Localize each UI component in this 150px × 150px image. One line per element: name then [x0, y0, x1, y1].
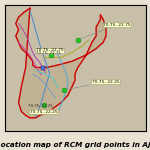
Polygon shape: [16, 8, 106, 118]
Text: 70.75, 22.75: 70.75, 22.75: [36, 51, 60, 55]
Text: 70.75, 22.25: 70.75, 22.25: [30, 105, 58, 114]
Text: Location map of RCM grid points in Aji: Location map of RCM grid points in Aji: [0, 142, 150, 148]
Text: 70.75, 22.25: 70.75, 22.25: [66, 80, 120, 90]
Text: 70.75, 22.25: 70.75, 22.25: [28, 103, 53, 108]
Text: 70.75, 22.75: 70.75, 22.75: [36, 48, 63, 55]
Text: 70.75, 22.75: 70.75, 22.75: [80, 23, 131, 39]
